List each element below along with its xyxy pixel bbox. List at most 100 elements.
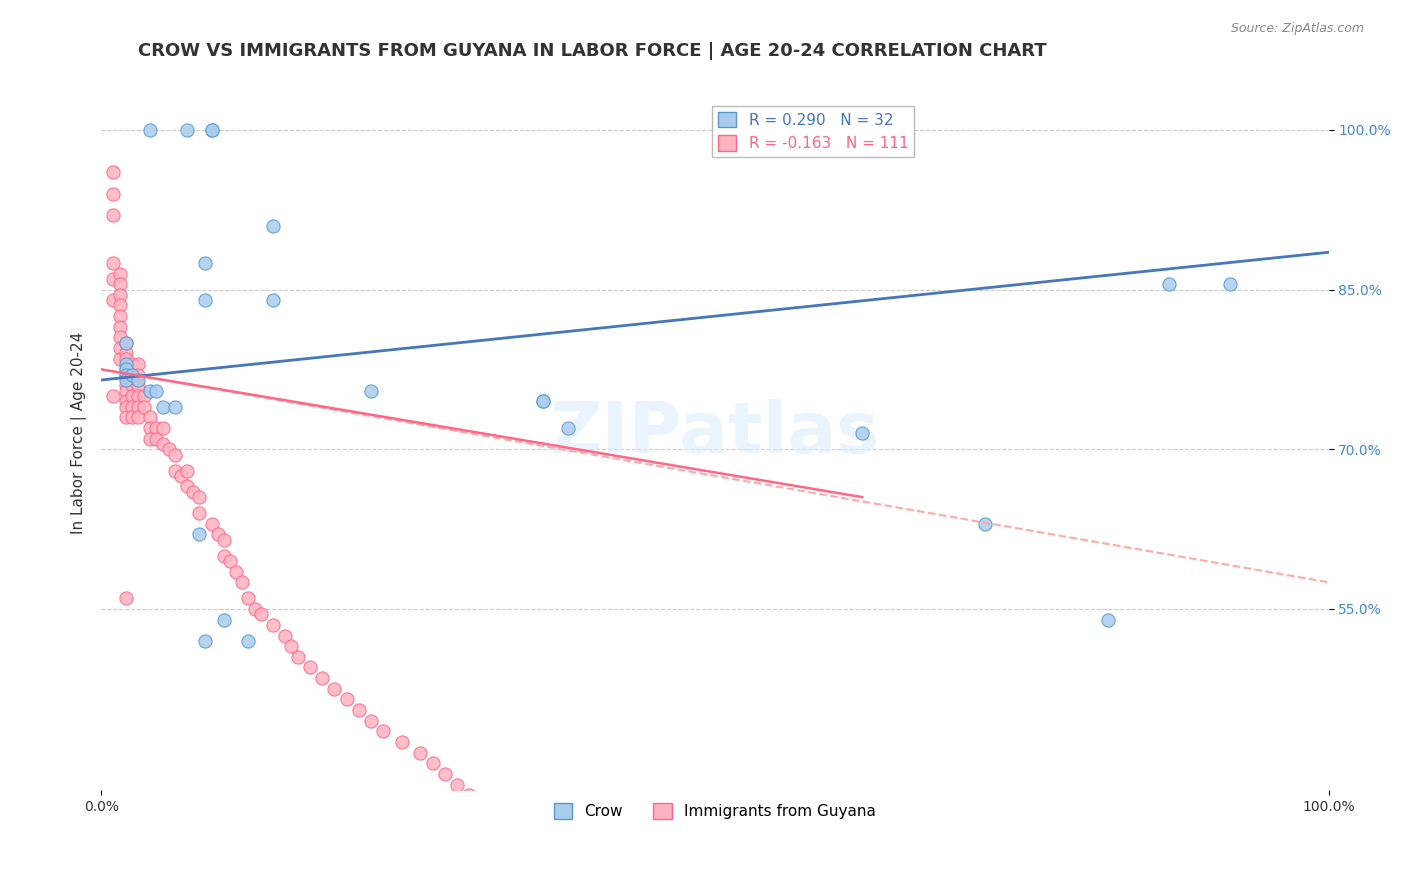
- Crow: [262, 293, 284, 308]
- Immigrants from Guyana: [108, 288, 131, 302]
- Text: Source: ZipAtlas.com: Source: ZipAtlas.com: [1230, 22, 1364, 36]
- Immigrants from Guyana: [679, 889, 702, 892]
- Immigrants from Guyana: [108, 267, 131, 281]
- Immigrants from Guyana: [188, 506, 211, 520]
- Immigrants from Guyana: [482, 804, 505, 818]
- Crow: [262, 219, 284, 233]
- Immigrants from Guyana: [311, 671, 333, 685]
- Crow: [114, 357, 136, 371]
- Immigrants from Guyana: [145, 421, 167, 435]
- Crow: [127, 373, 149, 387]
- Crow: [114, 335, 136, 350]
- Immigrants from Guyana: [114, 378, 136, 392]
- Crow: [114, 373, 136, 387]
- Immigrants from Guyana: [127, 378, 149, 392]
- Immigrants from Guyana: [114, 410, 136, 425]
- Crow: [194, 256, 217, 270]
- Immigrants from Guyana: [127, 410, 149, 425]
- Immigrants from Guyana: [446, 778, 468, 792]
- Immigrants from Guyana: [495, 814, 517, 829]
- Immigrants from Guyana: [132, 400, 155, 414]
- Immigrants from Guyana: [114, 335, 136, 350]
- Crow: [114, 368, 136, 382]
- Immigrants from Guyana: [127, 400, 149, 414]
- Crow: [531, 394, 554, 409]
- Immigrants from Guyana: [121, 357, 143, 371]
- Immigrants from Guyana: [347, 703, 370, 717]
- Immigrants from Guyana: [231, 575, 253, 590]
- Crow: [176, 123, 198, 137]
- Immigrants from Guyana: [108, 277, 131, 292]
- Crow: [851, 426, 873, 441]
- Crow: [1219, 277, 1241, 292]
- Immigrants from Guyana: [163, 463, 186, 477]
- Immigrants from Guyana: [114, 362, 136, 376]
- Immigrants from Guyana: [531, 836, 554, 850]
- Immigrants from Guyana: [108, 330, 131, 344]
- Immigrants from Guyana: [212, 549, 235, 563]
- Immigrants from Guyana: [145, 432, 167, 446]
- Immigrants from Guyana: [152, 437, 174, 451]
- Immigrants from Guyana: [121, 378, 143, 392]
- Immigrants from Guyana: [132, 389, 155, 403]
- Immigrants from Guyana: [373, 724, 395, 739]
- Crow: [557, 421, 579, 435]
- Immigrants from Guyana: [212, 533, 235, 547]
- Crow: [201, 123, 224, 137]
- Text: ZIPatlas: ZIPatlas: [550, 399, 880, 467]
- Immigrants from Guyana: [249, 607, 271, 622]
- Text: CROW VS IMMIGRANTS FROM GUYANA IN LABOR FORCE | AGE 20-24 CORRELATION CHART: CROW VS IMMIGRANTS FROM GUYANA IN LABOR …: [138, 42, 1046, 60]
- Crow: [121, 368, 143, 382]
- Immigrants from Guyana: [114, 346, 136, 360]
- Immigrants from Guyana: [181, 484, 204, 499]
- Crow: [1157, 277, 1180, 292]
- Immigrants from Guyana: [176, 479, 198, 493]
- Immigrants from Guyana: [127, 357, 149, 371]
- Immigrants from Guyana: [170, 468, 193, 483]
- Crow: [194, 293, 217, 308]
- Immigrants from Guyana: [519, 825, 541, 839]
- Immigrants from Guyana: [103, 186, 125, 201]
- Crow: [360, 384, 382, 398]
- Immigrants from Guyana: [262, 618, 284, 632]
- Crow: [139, 123, 162, 137]
- Immigrants from Guyana: [139, 421, 162, 435]
- Immigrants from Guyana: [280, 639, 302, 653]
- Immigrants from Guyana: [201, 516, 224, 531]
- Crow: [114, 362, 136, 376]
- Crow: [188, 527, 211, 541]
- Crow: [531, 394, 554, 409]
- Immigrants from Guyana: [108, 309, 131, 323]
- Legend: Crow, Immigrants from Guyana: Crow, Immigrants from Guyana: [548, 797, 882, 825]
- Immigrants from Guyana: [108, 298, 131, 312]
- Immigrants from Guyana: [360, 714, 382, 728]
- Crow: [163, 400, 186, 414]
- Immigrants from Guyana: [114, 591, 136, 606]
- Immigrants from Guyana: [188, 490, 211, 504]
- Immigrants from Guyana: [127, 389, 149, 403]
- Immigrants from Guyana: [630, 879, 652, 892]
- Immigrants from Guyana: [219, 554, 242, 568]
- Immigrants from Guyana: [139, 410, 162, 425]
- Immigrants from Guyana: [207, 527, 229, 541]
- Immigrants from Guyana: [127, 368, 149, 382]
- Crow: [139, 384, 162, 398]
- Crow: [201, 123, 224, 137]
- Immigrants from Guyana: [103, 256, 125, 270]
- Immigrants from Guyana: [108, 351, 131, 366]
- Immigrants from Guyana: [114, 400, 136, 414]
- Immigrants from Guyana: [606, 868, 628, 882]
- Immigrants from Guyana: [121, 410, 143, 425]
- Immigrants from Guyana: [103, 272, 125, 286]
- Crow: [152, 400, 174, 414]
- Immigrants from Guyana: [471, 793, 494, 807]
- Immigrants from Guyana: [121, 400, 143, 414]
- Crow: [1097, 613, 1119, 627]
- Immigrants from Guyana: [581, 857, 603, 871]
- Immigrants from Guyana: [152, 421, 174, 435]
- Crow: [194, 633, 217, 648]
- Immigrants from Guyana: [323, 681, 346, 696]
- Immigrants from Guyana: [176, 463, 198, 477]
- Immigrants from Guyana: [114, 384, 136, 398]
- Immigrants from Guyana: [274, 628, 297, 642]
